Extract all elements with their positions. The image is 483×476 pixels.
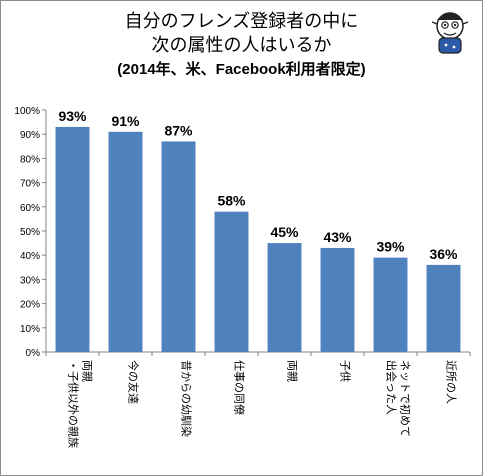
category-label-line: 出会った人 [385, 360, 399, 415]
category-label: 両親 [286, 360, 299, 382]
data-label: 39% [376, 239, 405, 255]
category-label-line: ・子供以外の親族 [67, 360, 81, 448]
category-label-line: ネットで初めて [399, 360, 413, 437]
bar [55, 126, 90, 352]
category-label: 近所の人 [445, 360, 458, 404]
y-tick-label: 30% [20, 275, 40, 286]
category-label-line: 昔からの幼馴染 [180, 360, 194, 437]
bar [426, 264, 461, 352]
data-label: 43% [323, 229, 352, 245]
category-label-line: 両親 [286, 360, 299, 382]
category-label-line: 今の友達 [127, 360, 141, 404]
category-label: 両親・子供以外の親族 [67, 360, 94, 448]
category-label: 子供 [339, 360, 353, 382]
category-label-line: 近所の人 [445, 360, 458, 404]
category-label-line: 両親 [81, 360, 94, 382]
bar [108, 131, 143, 352]
y-tick-label: 70% [20, 179, 40, 190]
bar [161, 141, 196, 352]
data-label: 36% [429, 246, 458, 262]
category-label: 今の友達 [127, 360, 141, 404]
data-label: 93% [58, 108, 87, 124]
data-label: 91% [111, 113, 140, 129]
data-label: 45% [270, 224, 299, 240]
bar [373, 257, 408, 352]
y-tick-label: 100% [14, 106, 40, 117]
y-tick-label: 60% [20, 203, 40, 214]
y-tick-label: 80% [20, 154, 40, 165]
y-tick-label: 90% [20, 130, 40, 141]
y-tick-label: 20% [20, 300, 40, 311]
category-label: 昔からの幼馴染 [180, 360, 194, 437]
y-tick-label: 0% [26, 348, 41, 359]
title-line-2: 次の属性の人はいるか [151, 35, 332, 56]
category-label: 仕事の同僚 [233, 360, 246, 415]
bar [320, 247, 355, 352]
data-label: 87% [164, 122, 193, 138]
bar [267, 243, 302, 352]
y-tick-label: 50% [20, 227, 40, 238]
chart-title: 自分のフレンズ登録者の中に 次の属性の人はいるか (2014年、米、Facebo… [0, 10, 483, 82]
category-label-line: 子供 [339, 360, 353, 382]
y-tick-label: 40% [20, 251, 40, 262]
title-line-1: 自分のフレンズ登録者の中に [124, 11, 359, 32]
mascot-character-icon [431, 12, 469, 54]
bar [214, 211, 249, 352]
y-tick-label: 10% [20, 324, 40, 335]
category-label-line: 仕事の同僚 [233, 360, 246, 415]
title-line-3: (2014年、米、Facebook利用者限定) [117, 61, 366, 78]
data-label: 58% [217, 193, 246, 209]
